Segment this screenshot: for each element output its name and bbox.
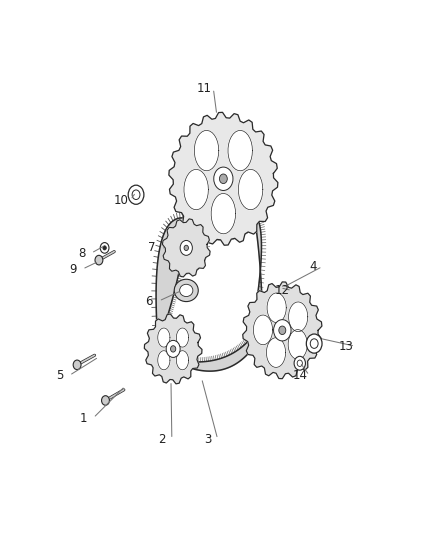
Polygon shape (158, 351, 170, 370)
Circle shape (294, 357, 305, 370)
Text: 3: 3 (205, 433, 212, 446)
Polygon shape (289, 302, 308, 332)
Polygon shape (162, 219, 210, 277)
Text: 4: 4 (309, 260, 317, 273)
Circle shape (184, 245, 188, 251)
Polygon shape (184, 169, 208, 209)
Ellipse shape (174, 279, 198, 302)
Text: 5: 5 (56, 369, 64, 382)
Text: 14: 14 (292, 369, 307, 382)
Polygon shape (194, 131, 219, 171)
Polygon shape (288, 329, 307, 359)
Polygon shape (243, 282, 322, 378)
Polygon shape (169, 112, 278, 245)
Circle shape (297, 360, 302, 367)
Circle shape (180, 240, 192, 255)
Text: 9: 9 (69, 263, 77, 276)
Text: 1: 1 (80, 411, 88, 424)
Circle shape (279, 326, 286, 335)
Ellipse shape (180, 284, 193, 296)
Polygon shape (145, 314, 202, 384)
Polygon shape (254, 315, 272, 345)
Polygon shape (158, 328, 170, 347)
Circle shape (274, 320, 291, 341)
Text: 7: 7 (148, 241, 155, 254)
Circle shape (306, 334, 322, 353)
Polygon shape (267, 293, 286, 322)
Text: 13: 13 (338, 340, 353, 353)
Polygon shape (252, 222, 262, 307)
Circle shape (100, 243, 109, 253)
Polygon shape (211, 193, 236, 234)
Circle shape (128, 185, 144, 204)
Polygon shape (177, 351, 189, 370)
Circle shape (95, 255, 103, 265)
Text: 6: 6 (145, 295, 153, 308)
Polygon shape (238, 169, 263, 209)
Text: 2: 2 (159, 433, 166, 446)
Circle shape (103, 246, 106, 250)
Circle shape (214, 167, 233, 190)
Circle shape (166, 341, 180, 358)
Text: 12: 12 (275, 284, 290, 297)
Circle shape (219, 174, 227, 183)
Circle shape (310, 339, 318, 349)
Polygon shape (193, 342, 251, 371)
Circle shape (73, 360, 81, 369)
Polygon shape (228, 131, 252, 171)
Circle shape (102, 395, 110, 405)
Polygon shape (177, 328, 189, 347)
Text: 8: 8 (78, 247, 85, 260)
Polygon shape (266, 338, 286, 367)
Text: 11: 11 (196, 82, 211, 95)
Polygon shape (156, 207, 206, 325)
Circle shape (132, 190, 140, 199)
Circle shape (170, 346, 176, 352)
Text: 10: 10 (113, 193, 128, 207)
